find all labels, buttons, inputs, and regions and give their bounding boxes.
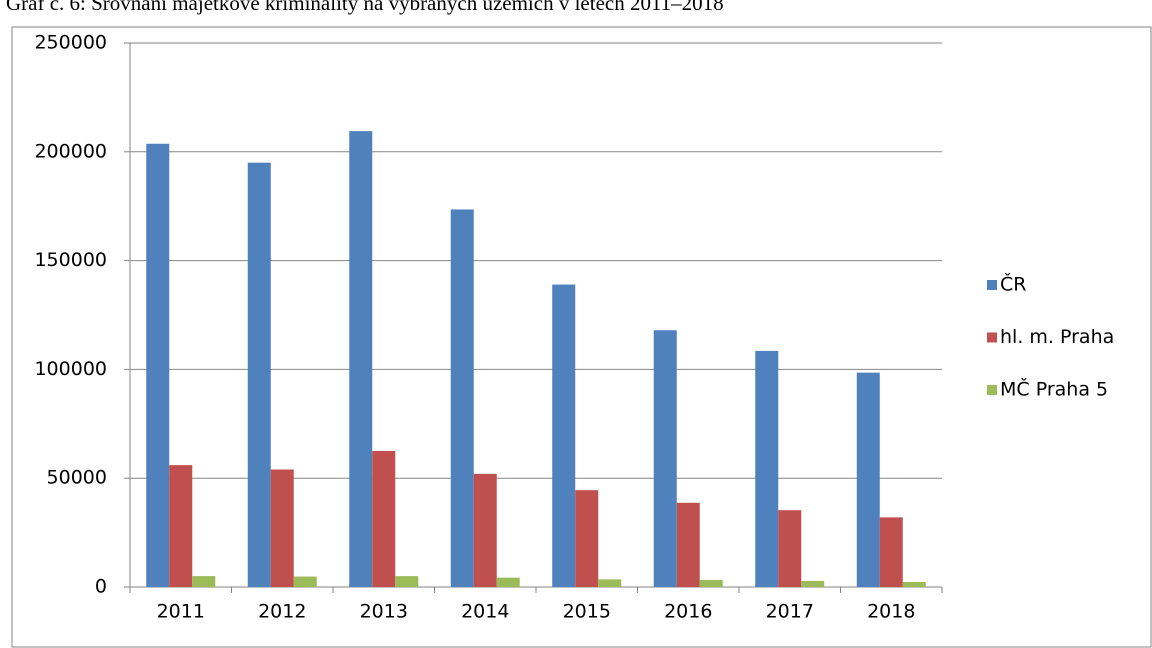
x-tick-label: 2018 [867, 601, 915, 623]
y-tick-label: 200000 [34, 140, 107, 162]
x-tick-label: 2011 [157, 601, 205, 623]
y-tick-label: 150000 [34, 249, 107, 271]
bar [349, 131, 373, 588]
bar [473, 473, 497, 587]
y-tick-label: 0 [95, 576, 107, 598]
bar [676, 502, 700, 587]
bar [598, 579, 622, 587]
bar [169, 465, 193, 587]
y-tick-label: 250000 [34, 32, 107, 54]
bar [146, 143, 170, 588]
x-tick-label: 2013 [360, 601, 408, 623]
legend-label: hl. m. Praha [1000, 326, 1114, 348]
bar [270, 469, 294, 587]
bar [450, 209, 474, 588]
bar [778, 510, 802, 587]
y-tick-label: 50000 [47, 467, 107, 489]
x-tick-label: 2012 [258, 601, 306, 623]
bar [801, 580, 825, 587]
x-tick-label: 2017 [766, 601, 814, 623]
legend-swatch [987, 332, 997, 343]
y-tick-label: 100000 [34, 358, 107, 380]
bar [575, 490, 599, 587]
bar [755, 350, 779, 587]
bar [372, 451, 396, 587]
x-tick-label: 2016 [664, 601, 712, 623]
x-tick-label: 2015 [563, 601, 611, 623]
bar [552, 284, 576, 587]
bar [699, 580, 723, 587]
bar [653, 330, 677, 587]
bar [395, 576, 419, 587]
chart-title: Graf č. 6: Srovnání majetkové kriminalit… [6, 0, 724, 15]
bar [879, 517, 903, 587]
bar [856, 372, 880, 587]
bar [902, 581, 926, 587]
x-tick-label: 2014 [461, 601, 509, 623]
legend-swatch [987, 280, 997, 290]
bar [247, 162, 271, 587]
bar [496, 577, 520, 587]
bar [293, 576, 317, 587]
legend-label: ČR [1000, 272, 1026, 296]
legend-label: MČ Praha 5 [1000, 377, 1108, 401]
legend-swatch [987, 385, 997, 395]
bar [192, 576, 216, 587]
